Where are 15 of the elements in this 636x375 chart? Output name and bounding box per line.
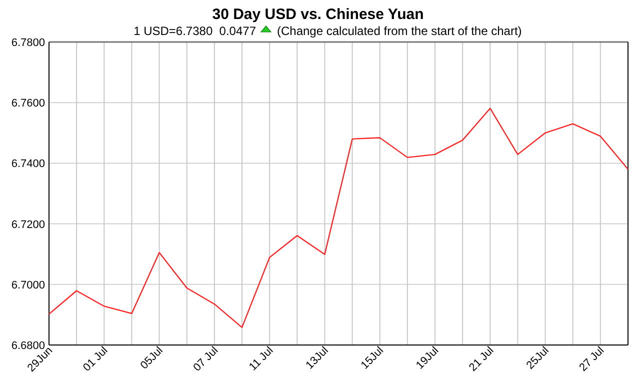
x-tick-label: 27 Jul xyxy=(577,344,607,374)
chart-title: 30 Day USD vs. Chinese Yuan xyxy=(212,6,424,23)
y-tick-label: 6.7800 xyxy=(11,37,45,49)
x-tick-label: 11 Jul xyxy=(247,344,276,374)
y-tick-label: 6.7000 xyxy=(11,279,45,292)
chart-subtitle: 1 USD=6.7380 0.0477 xyxy=(134,24,256,38)
x-tick-label: 21 Jul xyxy=(467,344,496,374)
y-tick-label: 6.6800 xyxy=(11,340,45,352)
x-tick-label: 01 Jul xyxy=(81,344,110,374)
x-tick-label: 07 Jul xyxy=(191,344,221,374)
y-tick-label: 6.7200 xyxy=(11,218,45,231)
y-tick-label: 6.7400 xyxy=(11,158,45,170)
y-tick-label: 6.7600 xyxy=(11,98,45,110)
text: (Change calculated from the start of the chart) xyxy=(277,24,522,38)
line-series xyxy=(48,108,629,328)
